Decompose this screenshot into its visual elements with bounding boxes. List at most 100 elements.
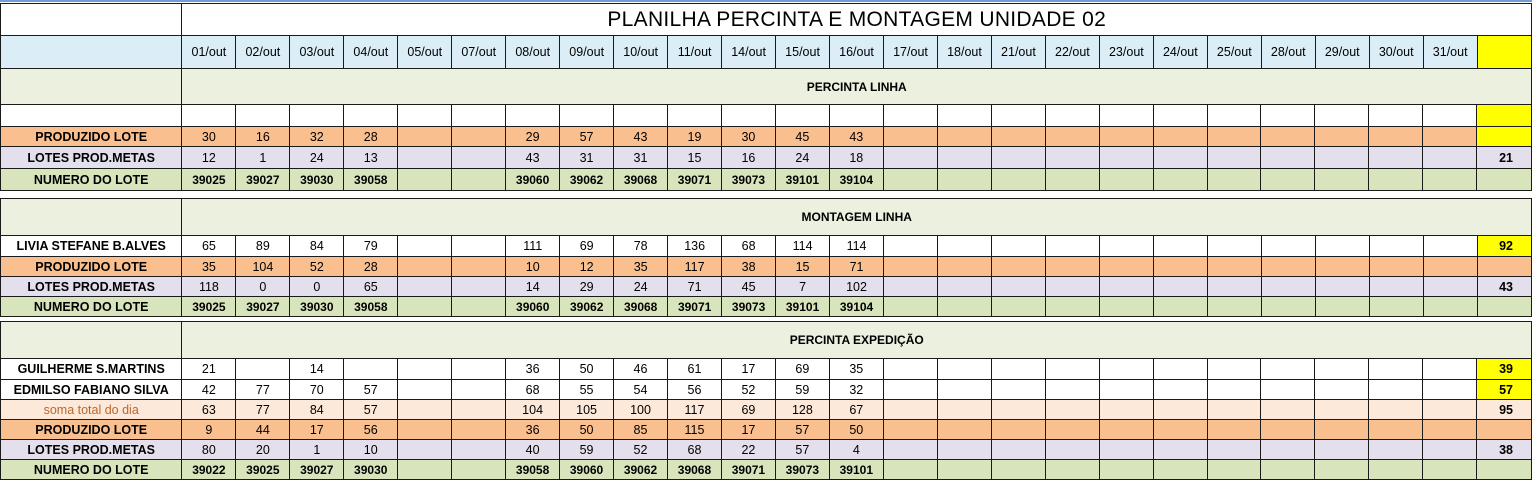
- row-label-cell[interactable]: NUMERO DO LOTE: [0, 459, 183, 480]
- value-cell[interactable]: [343, 104, 399, 127]
- value-cell[interactable]: [451, 146, 507, 169]
- value-cell[interactable]: [397, 358, 453, 380]
- value-cell[interactable]: [1098, 399, 1154, 420]
- value-cell[interactable]: 18: [828, 146, 884, 169]
- value-cell[interactable]: 4: [828, 439, 884, 460]
- value-cell[interactable]: [1422, 358, 1478, 380]
- value-cell[interactable]: 39027: [289, 459, 345, 480]
- value-cell[interactable]: [1044, 419, 1100, 440]
- value-cell[interactable]: 65: [181, 235, 237, 257]
- value-cell[interactable]: 40: [505, 439, 561, 460]
- value-cell[interactable]: [451, 399, 507, 420]
- value-cell[interactable]: [1422, 126, 1478, 147]
- total-cell[interactable]: [1476, 126, 1532, 147]
- value-cell[interactable]: 67: [828, 399, 884, 420]
- value-cell[interactable]: 115: [666, 419, 722, 440]
- value-cell[interactable]: 20: [235, 439, 291, 460]
- value-cell[interactable]: 39030: [289, 296, 345, 317]
- section-title[interactable]: MONTAGEM LINHA: [181, 198, 1532, 236]
- value-cell[interactable]: 69: [559, 235, 615, 257]
- value-cell[interactable]: 39073: [720, 168, 776, 191]
- section-title[interactable]: PERCINTA EXPEDIÇÃO: [181, 321, 1532, 359]
- value-cell[interactable]: [1044, 296, 1100, 317]
- value-cell[interactable]: 80: [181, 439, 237, 460]
- value-cell[interactable]: 15: [775, 256, 831, 277]
- value-cell[interactable]: [1260, 146, 1316, 169]
- value-cell[interactable]: [1098, 459, 1154, 480]
- value-cell[interactable]: 32: [828, 379, 884, 400]
- value-cell[interactable]: 54: [613, 379, 668, 400]
- value-cell[interactable]: [1422, 104, 1478, 127]
- total-cell[interactable]: 43: [1476, 276, 1532, 297]
- value-cell[interactable]: 77: [235, 399, 291, 420]
- value-cell[interactable]: 24: [774, 146, 830, 169]
- value-cell[interactable]: [1206, 256, 1262, 277]
- value-cell[interactable]: [1260, 419, 1316, 440]
- value-cell[interactable]: 63: [181, 399, 237, 420]
- value-cell[interactable]: 19: [666, 126, 722, 147]
- value-cell[interactable]: 55: [559, 379, 615, 400]
- value-cell[interactable]: [1314, 296, 1370, 317]
- value-cell[interactable]: 68: [721, 235, 777, 257]
- value-cell[interactable]: [936, 379, 992, 400]
- value-cell[interactable]: 104: [505, 399, 561, 420]
- value-cell[interactable]: [882, 104, 938, 127]
- date-header-cell[interactable]: 11/out: [667, 35, 723, 69]
- value-cell[interactable]: [774, 104, 830, 127]
- value-cell[interactable]: 45: [721, 276, 777, 297]
- value-cell[interactable]: 39030: [343, 459, 399, 480]
- value-cell[interactable]: [1422, 235, 1478, 257]
- value-cell[interactable]: 29: [505, 126, 561, 147]
- value-cell[interactable]: 52: [289, 256, 345, 277]
- value-cell[interactable]: [882, 459, 938, 480]
- value-cell[interactable]: [1098, 168, 1154, 191]
- value-cell[interactable]: [990, 168, 1046, 191]
- value-cell[interactable]: [990, 276, 1046, 297]
- date-header-cell[interactable]: 09/out: [559, 35, 615, 69]
- value-cell[interactable]: [990, 126, 1046, 147]
- date-header-cell[interactable]: 28/out: [1260, 35, 1316, 69]
- value-cell[interactable]: [1368, 439, 1424, 460]
- value-cell[interactable]: 114: [829, 235, 885, 257]
- value-cell[interactable]: 39101: [774, 168, 830, 191]
- value-cell[interactable]: [1368, 419, 1424, 440]
- value-cell[interactable]: [883, 256, 938, 277]
- value-cell[interactable]: [1260, 296, 1316, 317]
- value-cell[interactable]: [936, 104, 992, 127]
- value-cell[interactable]: [1098, 296, 1154, 317]
- value-cell[interactable]: [451, 276, 507, 297]
- value-cell[interactable]: [451, 104, 507, 127]
- value-cell[interactable]: 24: [289, 146, 345, 169]
- value-cell[interactable]: 44: [235, 419, 291, 440]
- value-cell[interactable]: 100: [613, 399, 668, 420]
- value-cell[interactable]: 12: [559, 256, 615, 277]
- value-cell[interactable]: [1098, 419, 1154, 440]
- value-cell[interactable]: [1206, 126, 1262, 147]
- value-cell[interactable]: [397, 168, 453, 191]
- value-cell[interactable]: [936, 256, 992, 277]
- value-cell[interactable]: 24: [613, 276, 669, 297]
- value-cell[interactable]: [1152, 146, 1208, 169]
- value-cell[interactable]: [936, 459, 992, 480]
- value-cell[interactable]: [936, 399, 992, 420]
- value-cell[interactable]: 10: [343, 439, 399, 460]
- value-cell[interactable]: [1314, 235, 1370, 257]
- value-cell[interactable]: [1044, 358, 1100, 380]
- value-cell[interactable]: [1314, 146, 1370, 169]
- row-label-cell[interactable]: [0, 104, 183, 127]
- value-cell[interactable]: [1206, 358, 1262, 380]
- value-cell[interactable]: 56: [666, 379, 722, 400]
- value-cell[interactable]: [882, 168, 938, 191]
- value-cell[interactable]: [1260, 399, 1316, 420]
- value-cell[interactable]: [936, 296, 992, 317]
- value-cell[interactable]: [882, 399, 938, 420]
- value-cell[interactable]: 43: [828, 126, 884, 147]
- date-header-cell[interactable]: 22/out: [1044, 35, 1100, 69]
- row-label-cell[interactable]: EDMILSO FABIANO SILVA: [0, 379, 183, 400]
- value-cell[interactable]: 77: [235, 379, 291, 400]
- value-cell[interactable]: 39062: [613, 459, 668, 480]
- row-label-cell[interactable]: NUMERO DO LOTE: [0, 168, 183, 191]
- date-header-cell[interactable]: 01/out: [181, 35, 237, 69]
- value-cell[interactable]: 39068: [613, 296, 669, 317]
- row-label-cell[interactable]: LOTES PROD.METAS: [0, 146, 183, 169]
